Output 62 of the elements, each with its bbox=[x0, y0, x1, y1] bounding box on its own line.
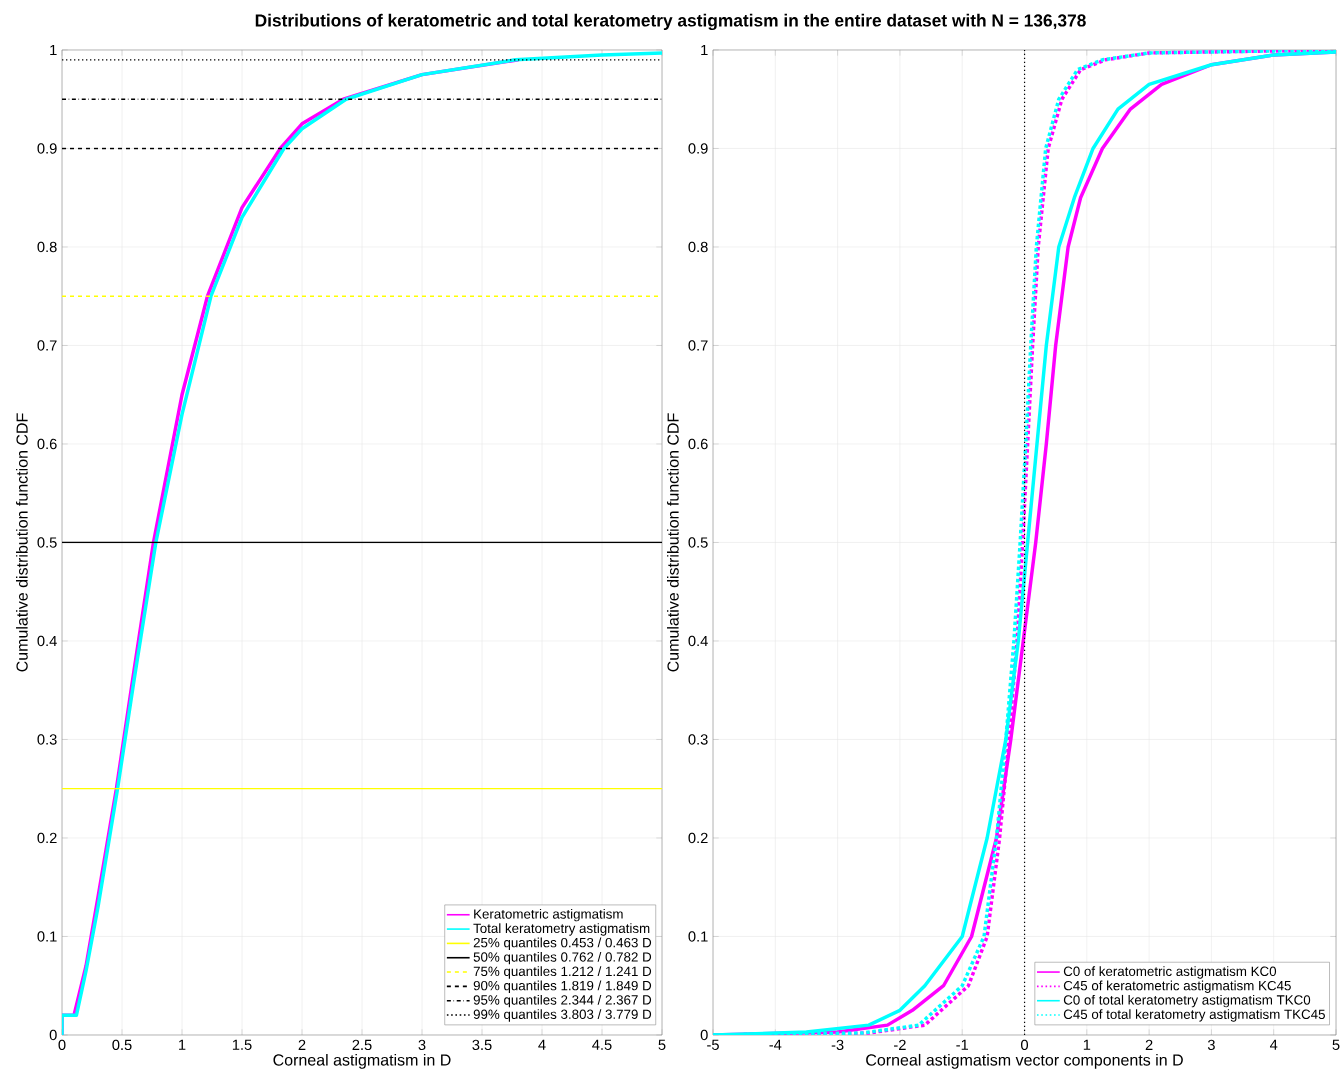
legend-label: C0 of keratometric astigmatism KC0 bbox=[1063, 966, 1277, 979]
y-tick-label: 0.1 bbox=[688, 931, 708, 942]
legend-label: Total keratometry astigmatism bbox=[473, 923, 650, 936]
legend-label: 95% quantiles 2.344 / 2.367 D bbox=[473, 994, 652, 1008]
x-tick-label: 3 bbox=[418, 1039, 426, 1051]
y-tick-label: 0.9 bbox=[37, 143, 57, 154]
x-tick-label: -3 bbox=[831, 1039, 844, 1051]
x-axis-title: Corneal astigmatism vector components in D bbox=[866, 1053, 1183, 1069]
y-tick-label: 0.9 bbox=[688, 143, 708, 154]
x-tick-label: 2 bbox=[1145, 1039, 1153, 1050]
x-tick-label: 5 bbox=[658, 1039, 666, 1050]
legend-label: 90% quantiles 1.819 / 1.849 D bbox=[473, 980, 652, 993]
line-series bbox=[62, 51, 663, 1035]
legend-label: C45 of total keratometry astigmatism TKC45 bbox=[1063, 1009, 1325, 1022]
x-axis-title: Corneal astigmatism in D bbox=[273, 1053, 451, 1069]
y-tick-label: 0.2 bbox=[37, 832, 57, 844]
x-tick-label: 2 bbox=[298, 1039, 306, 1050]
x-tick-label: 2.5 bbox=[352, 1039, 372, 1051]
y-tick-label: 0.8 bbox=[37, 241, 57, 253]
y-tick-label: 1 bbox=[50, 44, 57, 56]
x-tick-label: -2 bbox=[894, 1039, 906, 1050]
x-tick-label: -1 bbox=[956, 1039, 969, 1050]
y-tick-label: 0.4 bbox=[688, 635, 708, 647]
x-tick-label: -4 bbox=[769, 1039, 782, 1050]
y-tick-label: 0.6 bbox=[37, 438, 57, 450]
x-tick-label: 0.5 bbox=[112, 1039, 132, 1051]
legend-label: C0 of total keratometry astigmatism TKC0 bbox=[1063, 994, 1311, 1008]
x-tick-label: 3 bbox=[1207, 1039, 1215, 1051]
legend-label: 99% quantiles 3.803 / 3.779 D bbox=[473, 1009, 652, 1022]
y-tick-label: 0 bbox=[700, 1029, 708, 1041]
y-tick-label: 0.6 bbox=[688, 438, 708, 450]
x-tick-label: 0 bbox=[1021, 1039, 1029, 1051]
x-tick-label: 5 bbox=[1332, 1039, 1340, 1050]
legend-label: C45 of keratometric astigmatism KC45 bbox=[1063, 980, 1291, 993]
y-tick-label: 0.7 bbox=[688, 340, 708, 351]
y-tick-label: 1 bbox=[701, 44, 708, 56]
y-axis-title: Cumulative distribution function CDF bbox=[667, 413, 679, 672]
x-tick-label: 1.5 bbox=[232, 1039, 252, 1050]
y-tick-label: 0.4 bbox=[37, 635, 57, 647]
legend-label: 50% quantiles 0.762 / 0.782 D bbox=[473, 951, 652, 965]
x-tick-label: 4 bbox=[1269, 1039, 1278, 1050]
y-axis-title: Cumulative distribution function CDF bbox=[16, 413, 28, 672]
x-tick-label: -5 bbox=[707, 1039, 719, 1050]
legend-label: 25% quantiles 0.453 / 0.463 D bbox=[473, 937, 652, 950]
x-tick-label: 3.5 bbox=[472, 1039, 492, 1051]
y-tick-label: 0.8 bbox=[688, 241, 708, 253]
x-tick-label: 1 bbox=[1083, 1039, 1091, 1050]
y-tick-label: 0.3 bbox=[37, 734, 57, 745]
x-tick-label: 4 bbox=[538, 1039, 546, 1050]
legend-label: 75% quantiles 1.212 / 1.241 D bbox=[473, 966, 652, 979]
y-tick-label: 0 bbox=[49, 1029, 57, 1041]
y-tick-label: 0.7 bbox=[37, 340, 57, 351]
x-tick-label: 0 bbox=[58, 1039, 66, 1051]
legend-label: Keratometric astigmatism bbox=[474, 908, 623, 922]
x-tick-label: 1 bbox=[179, 1039, 186, 1050]
y-tick-label: 0.5 bbox=[688, 537, 708, 548]
x-tick-label: 4.5 bbox=[592, 1039, 612, 1050]
y-tick-label: 0.3 bbox=[688, 734, 708, 745]
y-tick-label: 0.5 bbox=[37, 537, 57, 548]
y-tick-label: 0.2 bbox=[688, 832, 708, 844]
y-tick-label: 0.1 bbox=[37, 931, 57, 942]
chart-title: Distributions of keratometric and total keratometry astigmatism in the entire dataset with N = 136,378 bbox=[255, 13, 1086, 31]
